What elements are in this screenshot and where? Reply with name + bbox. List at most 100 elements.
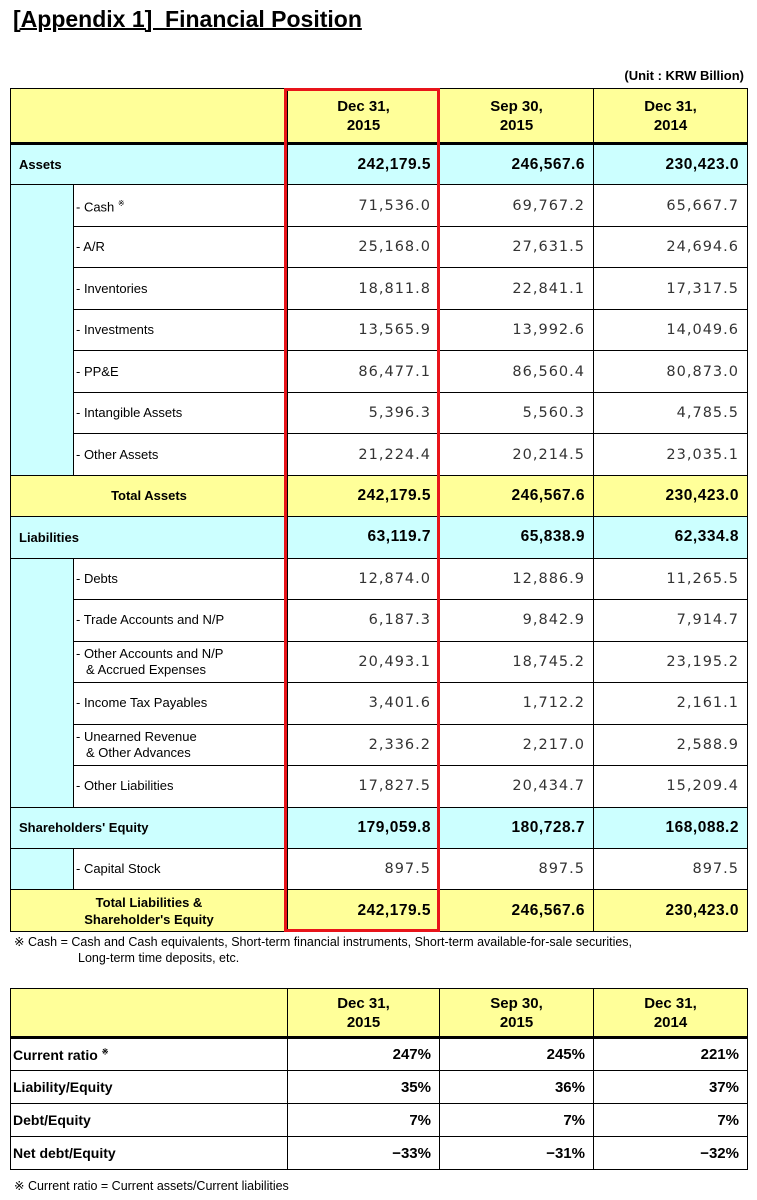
ratio-label-cell: Liability/Equity [10,1070,288,1104]
value-cell: 9,842.9 [439,599,594,642]
value-cell: 2,336.2 [287,723,440,767]
row-label: - Inventories [76,280,148,296]
financial-position-table: Dec 31, 2015 Sep 30, 2015 Dec 31, 2014 Assets 2… [10,88,748,932]
header-blank [10,988,288,1039]
value-cell: 230,423.0 [593,889,748,932]
ratio-value: 221% [593,1037,748,1071]
table-row: - Capital Stock 897.5 897.5 897.5 [10,847,748,891]
row-label: - Other Liabilities [76,778,174,794]
value-cell: 24,694.6 [593,225,748,269]
value-cell: 2,588.9 [593,723,748,767]
table-row: - Other Assets 21,224.4 20,214.5 23,035.1 [11,433,748,476]
value-cell: 65,838.9 [439,516,594,559]
row-label: - Income Tax Payables [76,695,208,711]
value-cell: 23,035.1 [593,433,748,476]
value-cell: 4,785.5 [593,391,748,435]
page-title: [Appendix 1] Financial Position [13,6,362,32]
value-cell: 230,423.0 [593,142,748,186]
value-cell: 897.5 [287,847,440,891]
column-header: Dec 31, 2015 [287,88,440,145]
value-cell: 17,317.5 [593,267,748,310]
column-header-line2: 2015 [346,1013,381,1031]
ratio-row: Current ratio ※ 247% 245% 221% [10,1037,748,1071]
value-cell: 20,214.5 [439,433,594,476]
value-cell: 14,049.6 [593,308,748,352]
row-label: - Intangible Assets [76,405,183,421]
table-row: - Other Accounts and N/P & Accrued Expens… [11,640,748,684]
ratio-label-cell: Current ratio ※ [10,1037,288,1071]
ratio-label: Liability/Equity [13,1079,113,1095]
ratio-label: Current ratio [13,1046,98,1063]
cash-note: ※ Cash = Cash and Cash equivalents, Shor… [14,934,632,966]
row-label-line2: & Accrued Expenses [86,661,206,677]
value-cell: 246,567.6 [439,474,594,518]
row-label-cell: - Inventories [73,267,288,310]
ratio-value: 36% [439,1070,594,1104]
value-cell: 23,195.2 [593,640,748,684]
row-label: - Cash [76,199,115,215]
ratio-value: 247% [287,1037,440,1071]
ratio-value: 7% [287,1103,440,1137]
table-row: Liabilities 63,119.7 65,838.9 62,334.8 [10,516,748,559]
value-cell: 12,874.0 [287,557,440,601]
column-header-line2: 2015 [346,116,381,134]
value-cell: 62,334.8 [593,516,748,559]
indent-cell [10,558,74,807]
value-cell: 69,767.2 [439,184,594,227]
column-header-line2: 2014 [653,116,688,134]
row-label: - A/R [76,239,105,255]
column-header-line2: 2015 [499,116,534,134]
indent-cell [10,848,74,890]
row-label-cell: Shareholders' Equity [10,806,288,849]
column-header-line1: Sep 30, [490,97,543,115]
row-label: - Other Accounts and N/P [76,645,224,661]
row-label-cell: - Trade Accounts and N/P [73,599,288,642]
row-label: Shareholders' Equity [19,820,149,836]
column-header: Sep 30, 2015 [439,988,594,1039]
value-cell: 18,811.8 [287,267,440,310]
ratio-value: 7% [593,1103,748,1137]
value-cell: 1,712.2 [439,682,594,725]
row-label-cell: - Other Assets [73,433,288,476]
row-label-cell: - Income Tax Payables [73,682,288,725]
column-header: Dec 31, 2014 [593,88,748,145]
column-header-line2: 2015 [499,1013,534,1031]
note-mark: ※ [117,199,125,209]
table-row: - A/R 25,168.0 27,631.5 24,694.6 [11,225,748,269]
row-label: - Capital Stock [76,861,161,877]
table-row: - Income Tax Payables 3,401.6 1,712.2 2,161… [11,682,748,725]
ratio-value: 37% [593,1070,748,1104]
row-label: - PP&E [76,363,119,379]
value-cell: 15,209.4 [593,765,748,808]
row-label: - Other Assets [76,446,159,462]
value-cell: 230,423.0 [593,474,748,518]
value-cell: 20,493.1 [287,640,440,684]
header-row: Dec 31, 2015 Sep 30, 2015 Dec 31, 2014 [10,88,748,145]
indent-cell [10,184,74,476]
header-blank [10,88,288,145]
value-cell: 2,217.0 [439,723,594,767]
value-cell: 27,631.5 [439,225,594,269]
unit-label: (Unit : KRW Billion) [624,68,744,83]
ratio-table: Dec 31, 2015 Sep 30, 2015 Dec 31, 2014 Current… [10,988,748,1170]
table-row: - PP&E 86,477.1 86,560.4 80,873.0 [11,350,748,393]
row-label-cell: - A/R [73,225,288,269]
row-label: - Unearned Revenue [76,728,197,744]
ratio-value: −33% [287,1136,440,1170]
ratio-value: −31% [439,1136,594,1170]
table-row: - Inventories 18,811.8 22,841.1 17,317.5 [11,267,748,310]
value-cell: 13,565.9 [287,308,440,352]
value-cell: 18,745.2 [439,640,594,684]
value-cell: 246,567.6 [439,889,594,932]
value-cell: 242,179.5 [287,889,440,932]
table-row: - Other Liabilities 17,827.5 20,434.7 15,20… [11,765,748,808]
ratio-value: −32% [593,1136,748,1170]
value-cell: 17,827.5 [287,765,440,808]
value-cell: 7,914.7 [593,599,748,642]
row-label-cell: - Other Accounts and N/P & Accrued Expens… [73,640,288,684]
row-label: Assets [19,157,62,173]
column-header: Dec 31, 2014 [593,988,748,1039]
column-header-line2: 2014 [653,1013,688,1031]
row-label-cell: - Intangible Assets [73,391,288,435]
column-header-line1: Dec 31, [644,994,697,1012]
